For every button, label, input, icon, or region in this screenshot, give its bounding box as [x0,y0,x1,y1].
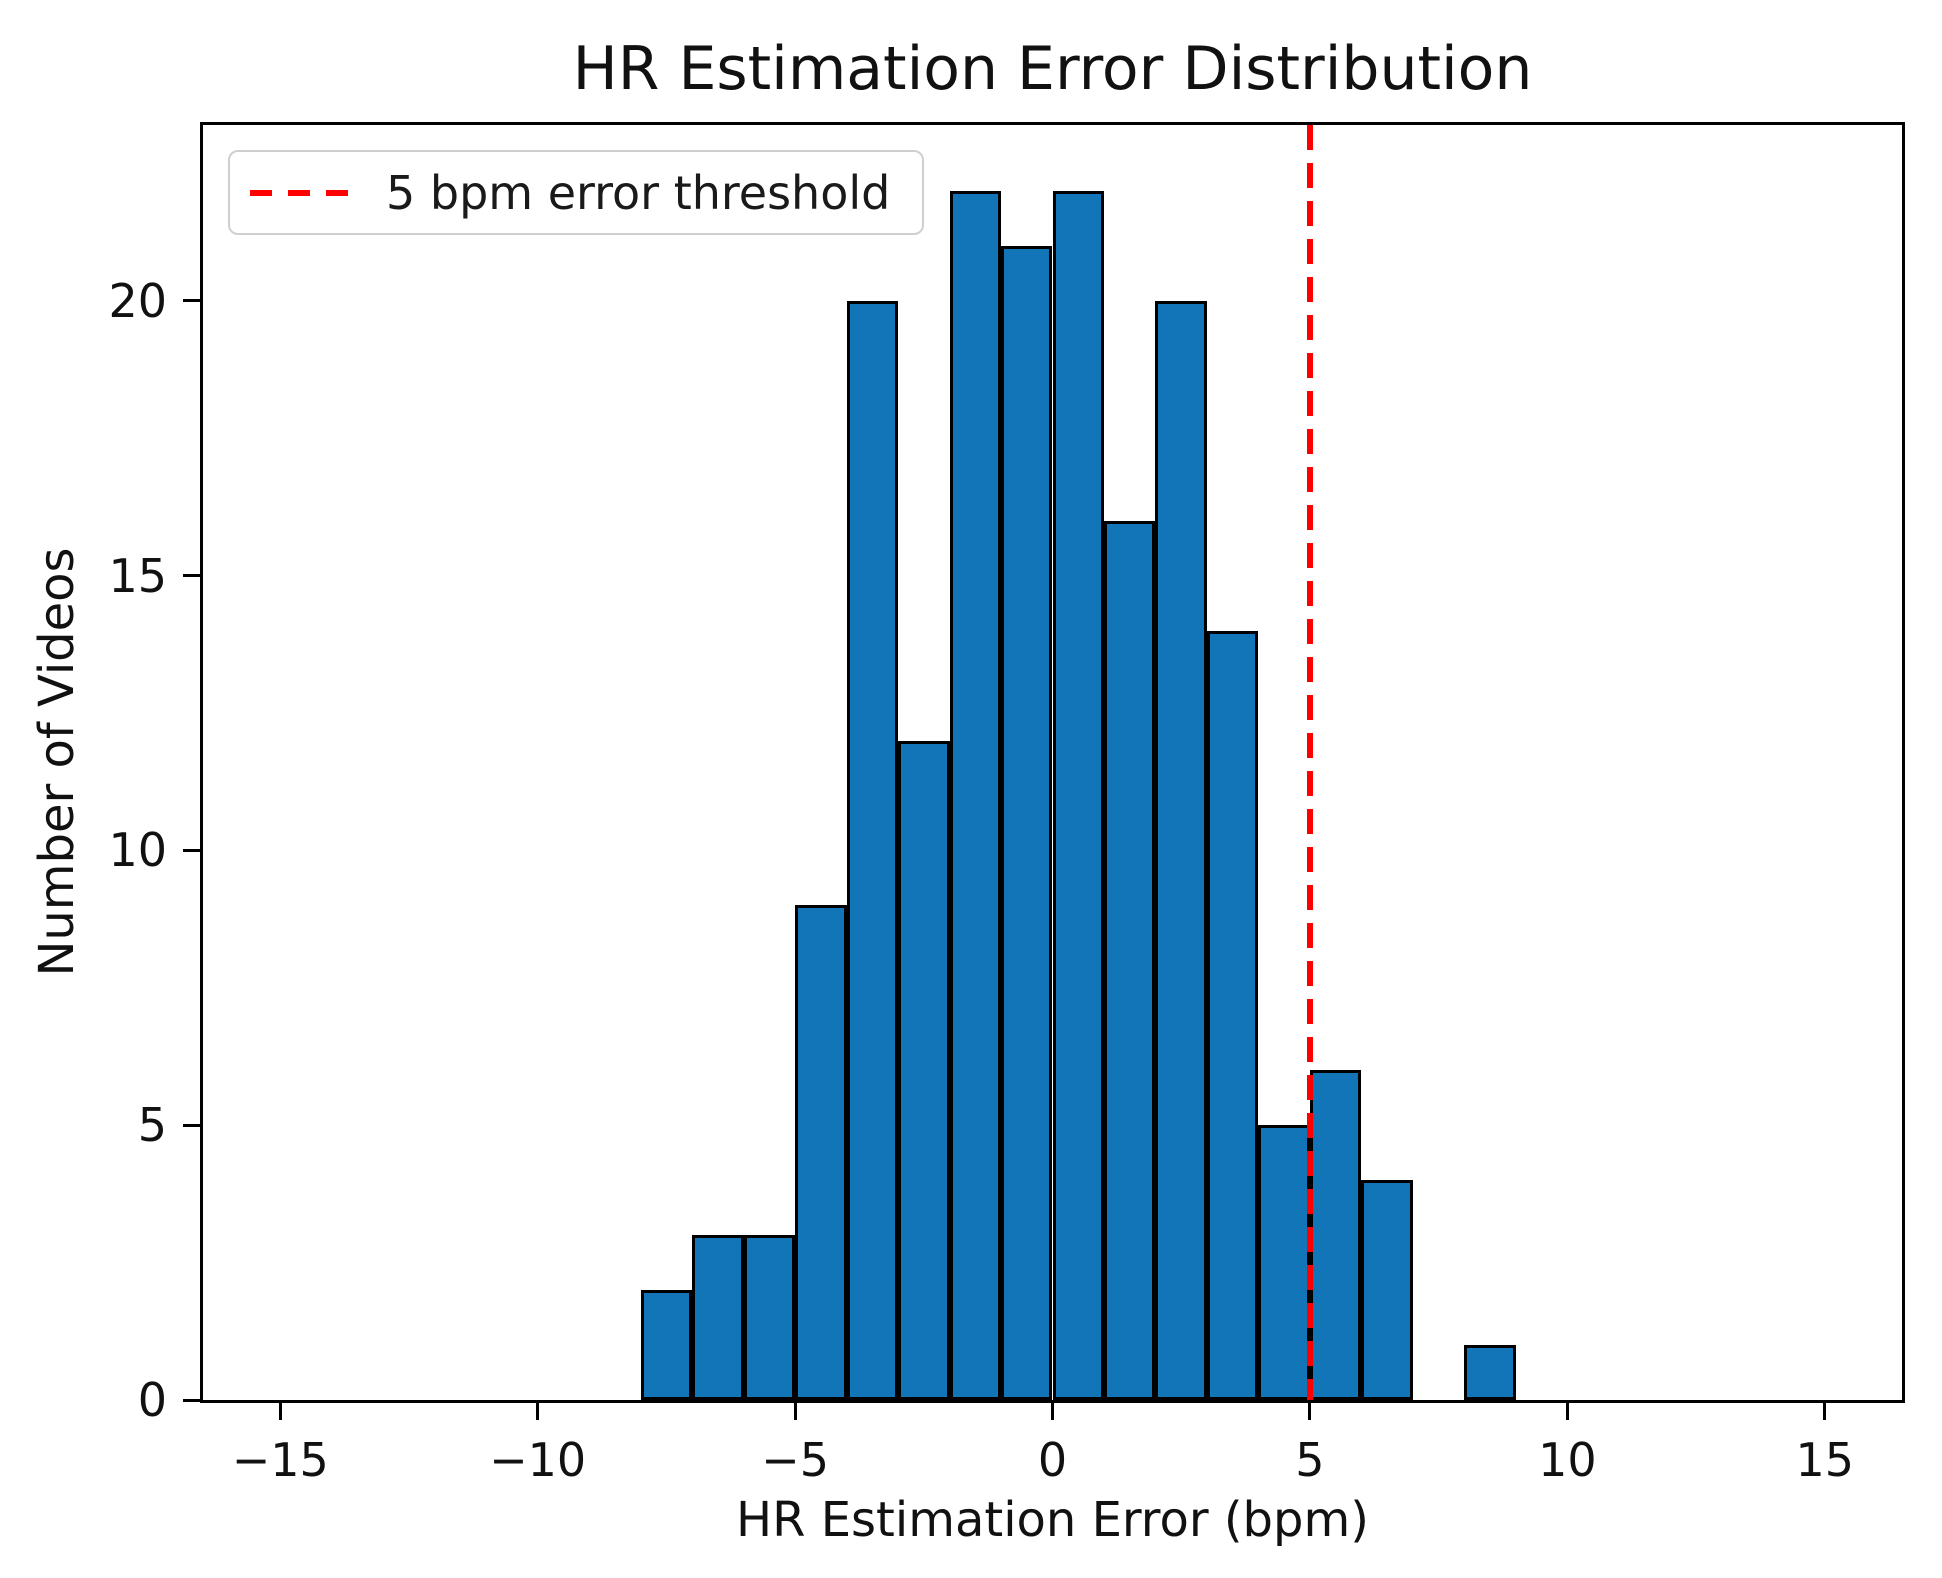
histogram-bar [1258,1125,1310,1400]
histogram-bar [1052,190,1104,1400]
x-tick-label: 0 [1037,1433,1068,1487]
y-tick-label: 20 [108,273,167,328]
histogram-bar [1361,1180,1413,1400]
x-tick-mark [1823,1400,1827,1420]
chart-title: HR Estimation Error Distribution [572,34,1533,104]
x-tick-mark [793,1400,797,1420]
y-tick-mark [183,1123,203,1127]
y-tick-label: 10 [108,823,167,878]
x-axis-label: HR Estimation Error (bpm) [736,1492,1369,1548]
y-tick-label: 15 [108,548,167,603]
x-tick-mark [1308,1400,1312,1420]
y-tick-mark [183,574,203,578]
x-tick-label: 5 [1295,1433,1325,1487]
x-tick-mark [278,1400,282,1420]
y-tick-mark [183,299,203,303]
x-tick-label: 15 [1795,1433,1855,1487]
y-tick-mark [183,1398,203,1402]
histogram-bar [1464,1345,1516,1400]
x-tick-label: −15 [231,1433,329,1487]
threshold-line [1306,125,1313,1400]
histogram-bar [949,190,1001,1400]
dashed-line-swatch [250,189,348,196]
histogram-bar [1309,1070,1362,1400]
y-tick-mark [183,848,203,852]
plot-area: −15 −10 −5 0 5 10 15 0 5 10 15 20 5 bpm error thre… [108,122,1905,1483]
x-tick-mark [1051,1400,1054,1420]
histogram-bar [795,905,847,1400]
x-tick-label: −5 [761,1433,829,1487]
histogram-bar [1103,520,1156,1400]
histogram-bar [640,1290,693,1400]
histogram-bar [1155,300,1207,1400]
histogram-bar [1206,630,1259,1400]
y-tick-label: 5 [137,1098,167,1153]
histogram-bar [1001,245,1053,1400]
histogram-bar [692,1235,744,1400]
legend-label: 5 bpm error threshold [386,165,891,220]
legend: 5 bpm error threshold [228,150,925,235]
x-tick-label: −10 [489,1433,587,1487]
y-axis-label: Number of Videos [29,547,85,977]
y-tick-label: 0 [137,1373,167,1427]
histogram-bar [846,300,899,1400]
histogram-bar [743,1235,796,1400]
histogram-bar [898,740,950,1400]
x-tick-mark [536,1400,540,1420]
x-tick-label: 10 [1538,1433,1597,1487]
x-tick-mark [1565,1400,1569,1420]
